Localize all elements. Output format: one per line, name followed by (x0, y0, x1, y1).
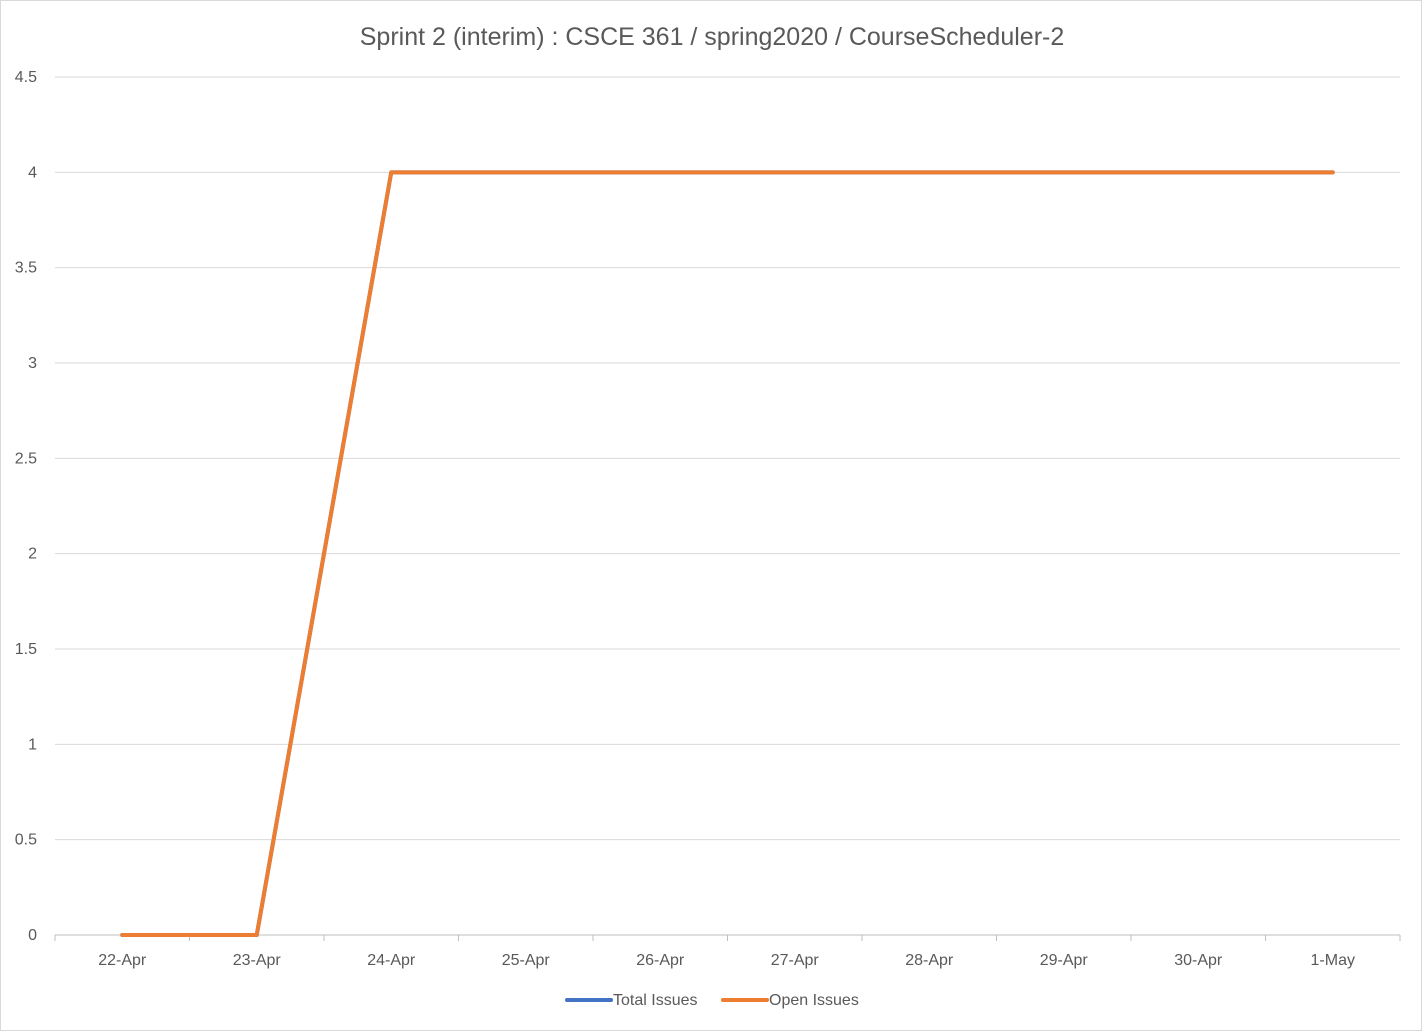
x-tick-label: 29-Apr (1040, 952, 1089, 969)
x-tick-label: 28-Apr (905, 952, 954, 969)
series-line-open-issues (120, 170, 1335, 937)
legend-label: Open Issues (769, 992, 859, 1009)
y-tick-label: 2.5 (15, 450, 37, 467)
chart-title: Sprint 2 (interim) : CSCE 361 / spring20… (360, 23, 1065, 51)
gridlines (55, 76, 1400, 841)
x-tick-label: 22-Apr (98, 952, 147, 969)
x-tick-label: 25-Apr (502, 952, 551, 969)
y-tick-label: 4.5 (15, 69, 37, 86)
y-tick-label: 1.5 (15, 641, 37, 658)
x-tick-label: 24-Apr (367, 952, 416, 969)
y-axis-ticks: 0 0.5 1 1.5 2 2.5 3 3.5 4 4.5 (15, 69, 37, 944)
y-tick-label: 0 (28, 927, 37, 944)
x-tick-label: 1-May (1311, 952, 1355, 969)
legend: Total Issues Open Issues (565, 992, 859, 1009)
y-tick-label: 3 (28, 355, 37, 372)
y-tick-label: 2 (28, 546, 37, 563)
legend-label: Total Issues (613, 992, 697, 1009)
x-tick-label: 27-Apr (771, 952, 820, 969)
series-lines (120, 170, 1335, 937)
y-tick-label: 4 (28, 164, 37, 181)
y-tick-label: 1 (28, 736, 37, 753)
x-axis-ticks: 22-Apr 23-Apr 24-Apr 25-Apr 26-Apr 27-Apr 28-A… (98, 952, 1355, 969)
x-tick-label: 26-Apr (636, 952, 685, 969)
x-tick-label: 30-Apr (1174, 952, 1223, 969)
y-tick-label: 3.5 (15, 260, 37, 277)
y-tick-label: 0.5 (15, 832, 37, 849)
x-tick-label: 23-Apr (233, 952, 282, 969)
